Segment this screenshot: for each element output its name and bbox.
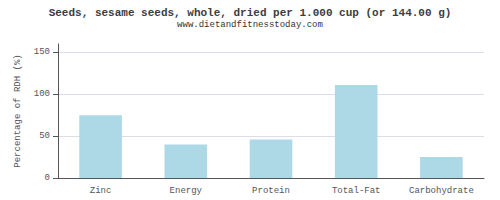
- svg-text:50: 50: [39, 131, 50, 141]
- svg-text:Energy: Energy: [170, 186, 203, 196]
- svg-text:0: 0: [45, 173, 50, 183]
- svg-text:Percentage of RDH (%): Percentage of RDH (%): [13, 54, 23, 167]
- svg-text:150: 150: [34, 47, 50, 57]
- svg-text:Total-Fat: Total-Fat: [332, 186, 381, 196]
- svg-text:Seeds, sesame seeds, whole, dr: Seeds, sesame seeds, whole, dried per 1.…: [49, 7, 452, 19]
- svg-text:Zinc: Zinc: [90, 186, 112, 196]
- svg-text:www.dietandfitnesstoday.com: www.dietandfitnesstoday.com: [177, 20, 323, 30]
- svg-text:Carbohydrate: Carbohydrate: [409, 186, 474, 196]
- svg-text:Protein: Protein: [252, 186, 290, 196]
- svg-text:100: 100: [34, 89, 50, 99]
